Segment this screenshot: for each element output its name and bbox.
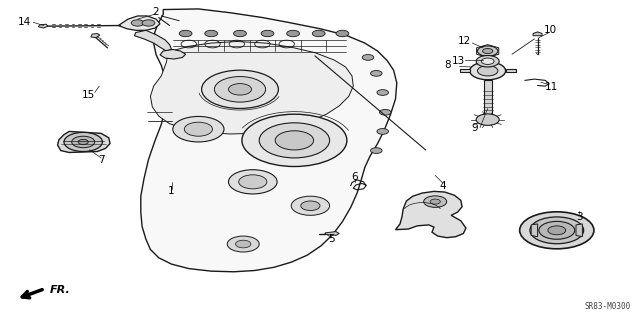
Circle shape [227, 236, 259, 252]
Circle shape [287, 30, 300, 37]
Text: 6: 6 [351, 172, 358, 182]
Polygon shape [91, 33, 100, 38]
Circle shape [483, 48, 493, 54]
Circle shape [239, 175, 267, 189]
Polygon shape [396, 191, 466, 238]
Circle shape [476, 56, 499, 67]
Circle shape [234, 30, 246, 37]
Polygon shape [506, 69, 516, 72]
Text: 7: 7 [98, 155, 104, 165]
Polygon shape [576, 224, 582, 237]
Circle shape [312, 30, 325, 37]
Text: 12: 12 [458, 36, 471, 47]
Polygon shape [533, 32, 542, 36]
Text: 11: 11 [545, 82, 558, 92]
Text: 13: 13 [452, 56, 465, 66]
Circle shape [214, 77, 266, 102]
Text: 14: 14 [18, 17, 31, 27]
Circle shape [228, 170, 277, 194]
Circle shape [380, 109, 391, 115]
Circle shape [377, 90, 388, 95]
Circle shape [424, 196, 447, 207]
Text: 3: 3 [576, 212, 582, 222]
Polygon shape [460, 69, 470, 72]
Text: 9: 9 [472, 122, 478, 133]
Text: 8: 8 [445, 60, 451, 70]
Circle shape [78, 139, 88, 145]
Circle shape [275, 131, 314, 150]
Polygon shape [484, 80, 492, 121]
Polygon shape [141, 9, 397, 272]
Polygon shape [160, 49, 186, 59]
Circle shape [539, 221, 575, 239]
Polygon shape [150, 41, 353, 134]
Circle shape [72, 136, 95, 148]
Text: 4: 4 [440, 181, 446, 191]
Circle shape [173, 116, 224, 142]
Circle shape [179, 30, 192, 37]
Polygon shape [479, 57, 497, 64]
Circle shape [377, 129, 388, 134]
Circle shape [476, 114, 499, 125]
Text: 5: 5 [328, 234, 335, 244]
Circle shape [548, 226, 566, 235]
Polygon shape [38, 24, 48, 28]
Circle shape [430, 199, 440, 204]
Circle shape [530, 217, 584, 244]
Circle shape [336, 30, 349, 37]
Circle shape [477, 66, 498, 76]
Circle shape [261, 30, 274, 37]
Text: 2: 2 [152, 7, 159, 17]
Polygon shape [325, 232, 339, 235]
Polygon shape [531, 224, 538, 237]
Polygon shape [118, 16, 160, 30]
Circle shape [520, 212, 594, 249]
Polygon shape [134, 30, 172, 51]
Circle shape [131, 20, 144, 26]
Circle shape [481, 58, 494, 64]
Circle shape [371, 70, 382, 76]
Circle shape [64, 132, 102, 152]
Circle shape [362, 55, 374, 60]
Circle shape [371, 148, 382, 153]
Circle shape [301, 201, 320, 211]
Text: 10: 10 [544, 25, 557, 35]
Text: FR.: FR. [50, 285, 70, 295]
Text: 1: 1 [168, 186, 175, 197]
Polygon shape [58, 131, 110, 152]
Circle shape [142, 20, 155, 26]
Circle shape [291, 196, 330, 215]
Circle shape [477, 46, 498, 56]
Circle shape [202, 70, 278, 108]
Circle shape [228, 84, 252, 95]
Circle shape [259, 123, 330, 158]
Circle shape [205, 30, 218, 37]
Circle shape [470, 62, 506, 80]
Text: SR83-M0300: SR83-M0300 [584, 302, 630, 311]
Text: 15: 15 [82, 90, 95, 100]
Circle shape [184, 122, 212, 136]
Circle shape [242, 114, 347, 167]
Circle shape [236, 240, 251, 248]
